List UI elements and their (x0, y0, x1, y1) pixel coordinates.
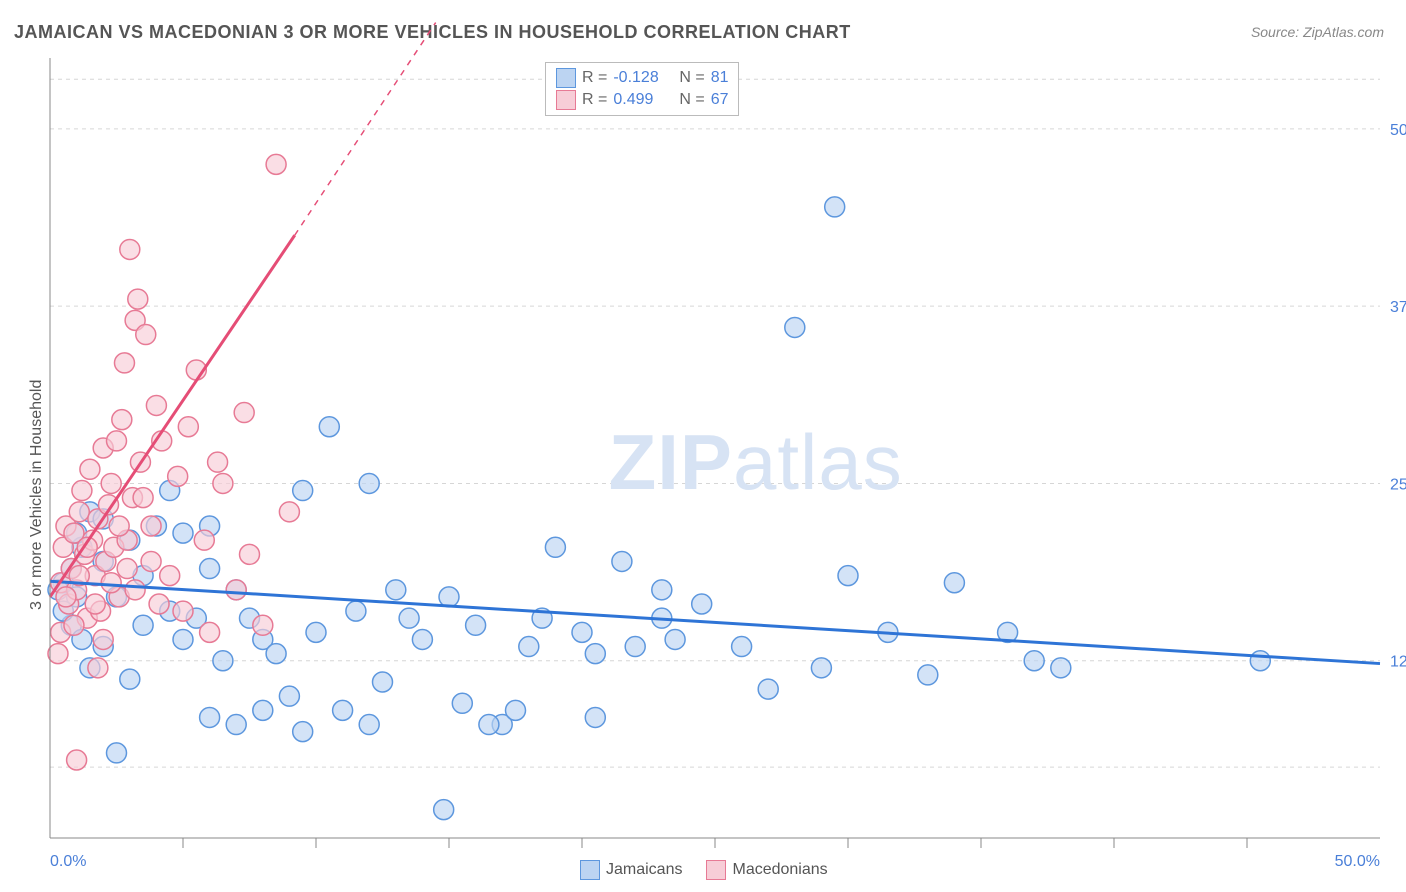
legend-item: Macedonians (706, 860, 827, 880)
legend-swatch (556, 90, 576, 110)
n-label: N = (679, 67, 704, 89)
source-attribution: Source: ZipAtlas.com (1251, 24, 1384, 40)
legend-label: Jamaicans (606, 861, 682, 878)
legend-row: R = -0.128 N = 81 (556, 67, 728, 89)
x-tick-label: 0.0% (50, 853, 86, 870)
r-label: R = (582, 67, 607, 89)
n-value: 67 (711, 89, 729, 111)
plot-area: 12.5%25.0%37.5%50.0%0.0%50.0% R =-0.128N… (50, 58, 1380, 838)
legend-swatch (556, 68, 576, 88)
legend-row: R = 0.499 N = 67 (556, 89, 728, 111)
x-tick-label: 50.0% (1335, 853, 1380, 870)
legend-swatch (706, 860, 726, 880)
legend-swatch (580, 860, 600, 880)
y-tick-label: 12.5% (1390, 654, 1406, 671)
correlation-legend: R = -0.128 N = 81 R = 0.499 N = 67 (545, 62, 739, 116)
n-label: N = (679, 89, 704, 111)
scatter-chart: 12.5%25.0%37.5%50.0%0.0%50.0% (50, 58, 1380, 892)
r-value: -0.128 (613, 67, 673, 89)
r-value: 0.499 (613, 89, 673, 111)
n-value: 81 (711, 67, 729, 89)
r-label: R = (582, 89, 607, 111)
y-axis-label: 3 or more Vehicles in Household (28, 380, 46, 610)
y-tick-label: 37.5% (1390, 299, 1406, 316)
y-tick-label: 25.0% (1390, 476, 1406, 493)
chart-title: JAMAICAN VS MACEDONIAN 3 OR MORE VEHICLE… (14, 22, 851, 43)
series-legend: Jamaicans Macedonians (580, 860, 828, 880)
y-tick-label: 50.0% (1390, 122, 1406, 139)
legend-item: Jamaicans (580, 860, 682, 880)
legend-label: Macedonians (732, 861, 827, 878)
